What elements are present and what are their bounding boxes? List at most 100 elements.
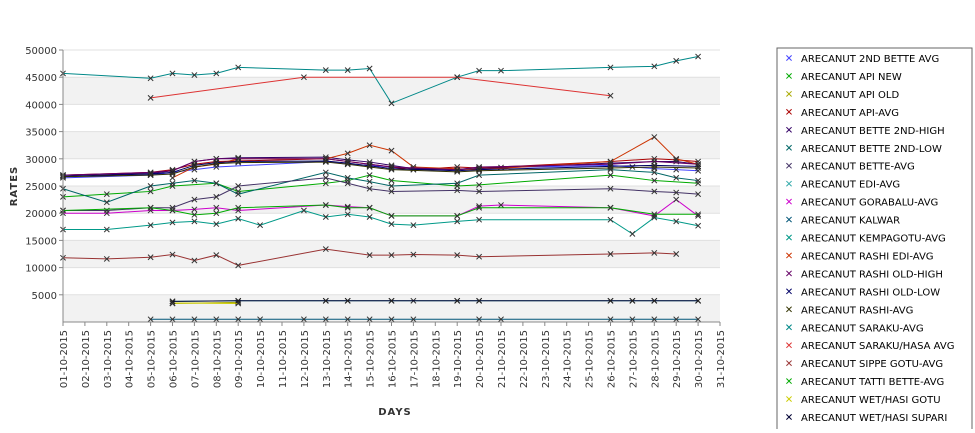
x-tick-label: 13-10-2015 (322, 330, 333, 388)
legend-label: ARECANUT KALWAR (801, 216, 900, 227)
data-point (476, 216, 483, 223)
legend-marker (786, 396, 792, 403)
data-point (322, 202, 329, 208)
data-point (191, 72, 198, 78)
data-point (410, 164, 417, 170)
y-tick-label: 15000 (25, 236, 57, 247)
data-point (169, 70, 176, 77)
data-point (147, 204, 154, 211)
data-point (235, 159, 242, 166)
x-tick-label: 07-10-2015 (190, 330, 201, 388)
data-point (454, 218, 461, 225)
data-point (454, 252, 461, 259)
data-point (103, 255, 110, 262)
data-point (695, 53, 702, 60)
data-point (191, 177, 198, 184)
x-tick-label: 20-10-2015 (475, 330, 486, 388)
data-point (344, 174, 351, 181)
data-point (344, 211, 351, 218)
y-tick-label: 40000 (25, 100, 57, 111)
data-point (651, 188, 658, 195)
x-tick-label: 12-10-2015 (300, 330, 311, 388)
data-point (169, 207, 176, 214)
data-point (410, 222, 417, 229)
series-10 (60, 207, 702, 237)
legend-label: ARECANUT SARAKU/HASA AVG (801, 341, 954, 352)
data-point (366, 178, 373, 185)
legend-label: ARECANUT BETTE-AVG (801, 162, 915, 173)
data-point (366, 185, 373, 192)
data-point (191, 257, 198, 264)
data-point (147, 222, 154, 229)
data-point (191, 206, 198, 213)
data-point (366, 214, 373, 220)
data-point (673, 57, 680, 64)
data-point (476, 167, 483, 174)
data-point (388, 188, 395, 195)
data-point (191, 164, 198, 170)
y-tick-label: 5000 (32, 291, 57, 302)
data-point (322, 246, 329, 253)
legend-marker (786, 306, 792, 313)
data-point (103, 226, 110, 233)
data-point (322, 174, 329, 181)
data-point (454, 183, 461, 189)
x-tick-label: 19-10-2015 (453, 330, 464, 388)
data-point (673, 189, 680, 196)
data-point (344, 297, 351, 304)
data-point (366, 142, 373, 149)
data-point (191, 316, 198, 323)
data-point (607, 172, 614, 179)
x-tick-label: 05-10-2015 (147, 330, 158, 388)
data-point (476, 181, 483, 188)
data-point (322, 214, 329, 220)
y-tick-label: 50000 (25, 46, 57, 57)
data-point (366, 172, 373, 179)
data-point (191, 211, 198, 218)
data-point (213, 221, 220, 228)
data-point (476, 67, 483, 74)
x-tick-label: 21-10-2015 (497, 330, 508, 388)
data-point (476, 316, 483, 323)
data-point (695, 316, 702, 323)
data-point (388, 297, 395, 304)
data-point (235, 297, 242, 304)
grid-band (63, 186, 720, 214)
data-point (147, 316, 154, 323)
grid-bands (63, 77, 720, 322)
grid-band (63, 131, 720, 159)
data-point (322, 180, 329, 187)
legend-marker (786, 90, 792, 97)
data-point (344, 204, 351, 211)
data-point (695, 167, 702, 174)
x-tick-label: 01-10-2015 (59, 330, 70, 388)
data-point (607, 204, 614, 211)
data-point (300, 316, 307, 323)
data-point (257, 222, 264, 229)
x-tick-label: 30-10-2015 (694, 330, 705, 388)
y-tick-label: 35000 (25, 128, 57, 139)
data-point (235, 215, 242, 222)
data-point (673, 196, 680, 203)
data-point (344, 161, 351, 168)
data-point (344, 203, 351, 210)
legend-label: ARECANUT TATTI BETTE-AVG (801, 377, 944, 388)
legend-marker (786, 216, 792, 223)
data-point (147, 254, 154, 261)
data-point (695, 158, 702, 165)
legend-label: ARECANUT RASHI OLD-HIGH (801, 269, 943, 280)
legend-label: ARECANUT BETTE 2ND-HIGH (801, 126, 945, 137)
data-point (651, 297, 658, 304)
x-tick-label: 28-10-2015 (650, 330, 661, 388)
x-axis-ticks: 01-10-2015 02-10-2015 03-10-2015 04-10-2015… (59, 322, 727, 388)
data-point (103, 199, 110, 206)
data-point (388, 212, 395, 219)
data-point (169, 180, 176, 187)
data-point (498, 316, 504, 323)
x-tick-label: 29-10-2015 (672, 330, 683, 388)
data-point (191, 218, 198, 225)
x-tick-label: 02-10-2015 (81, 330, 92, 388)
x-tick-label: 15-10-2015 (366, 330, 377, 388)
x-tick-label: 08-10-2015 (212, 330, 223, 388)
